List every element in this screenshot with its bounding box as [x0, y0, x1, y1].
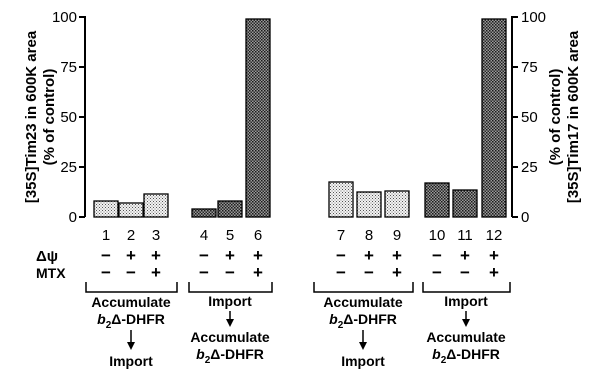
left-ytick-label: 50: [60, 109, 77, 126]
lane-number: 8: [365, 227, 373, 244]
delta-psi-sign: −: [432, 246, 442, 265]
delta-psi-sign: +: [489, 246, 499, 265]
right-ylabel-line2: (% of control): [547, 69, 564, 166]
mtx-sign: −: [364, 263, 374, 282]
delta-psi-sign: +: [225, 246, 235, 265]
right-ytick-label: 100: [521, 9, 546, 26]
bracket-g4: [422, 282, 511, 293]
g1-line1: Accumulate: [91, 294, 171, 310]
lane-numbers: 1 2 3 4 5 6 7 8 9 10 11 12: [102, 227, 503, 244]
left-ytick-label: 75: [60, 59, 77, 76]
g2-line3: b2Δ-DHFR: [196, 346, 264, 366]
delta-psi-sign: +: [126, 246, 136, 265]
g2-arrowhead: [226, 319, 234, 327]
g3-line3: Import: [341, 353, 385, 369]
lane-number: 5: [226, 227, 234, 244]
bar-lane-7: [328, 181, 354, 218]
right-ytick-label: 50: [521, 109, 538, 126]
lane-number: 12: [486, 227, 503, 244]
bars: [93, 18, 507, 218]
bracket-g3: [313, 282, 414, 293]
bar-lane-5: [217, 200, 243, 218]
g3-line1: Accumulate: [323, 294, 403, 310]
bracket-g2: [188, 282, 273, 293]
delta-psi-sign: +: [253, 246, 263, 265]
lane-number: 3: [152, 227, 160, 244]
mtx-sign: −: [199, 263, 209, 282]
mtx-sign: +: [253, 263, 263, 282]
lane-number: 2: [127, 227, 135, 244]
delta-psi-sign: −: [199, 246, 209, 265]
bar-lane-6: [245, 18, 271, 218]
bracket-g1: [85, 282, 178, 293]
delta-psi-sign: −: [101, 246, 111, 265]
left-ylabel-line1: [35S]Tim23 in 600K area: [23, 30, 40, 203]
mtx-sign: +: [151, 263, 161, 282]
right-ytick-label: 75: [521, 59, 538, 76]
lane-number: 7: [337, 227, 345, 244]
condition-signs: − + + − + + − + + − + +− − + − − + − − + − − +: [101, 246, 499, 282]
group4-annotation: Import Accumulate b2Δ-DHFR: [426, 293, 506, 366]
delta-psi-sign: +: [364, 246, 374, 265]
g4-line3: b2Δ-DHFR: [432, 346, 500, 366]
right-y-axis-label: (% of control) [35S]Tim17 in 600K area: [547, 30, 582, 203]
delta-psi-sign: −: [336, 246, 346, 265]
bar-lane-8: [356, 191, 382, 218]
lane-number: 4: [200, 227, 208, 244]
g4-line2: Accumulate: [426, 329, 506, 345]
mtx-row-label: MTX: [36, 265, 66, 281]
lane-number: 11: [457, 227, 473, 244]
lane-number: 6: [254, 227, 262, 244]
left-ytick-label: 100: [52, 9, 77, 26]
bar-lane-2: [118, 202, 144, 218]
right-y-axis: 0 25 50 75 100: [511, 9, 546, 226]
left-ylabel-line2: (% of control): [41, 69, 58, 166]
g3-arrowhead: [359, 342, 367, 350]
left-ytick-label: 25: [60, 159, 77, 176]
bar-lane-12: [481, 18, 507, 218]
bar-lane-3: [143, 193, 169, 218]
left-y-axis: 0 25 50 75 100: [52, 9, 86, 226]
lane-number: 9: [393, 227, 401, 244]
mtx-sign: −: [460, 263, 470, 282]
left-ytick-label: 0: [69, 209, 77, 226]
mtx-sign: +: [392, 263, 402, 282]
g2-line1: Import: [208, 293, 252, 309]
left-y-axis-label: [35S]Tim23 in 600K area (% of control): [23, 30, 58, 203]
bar-lane-1: [93, 200, 119, 218]
lane-number: 10: [429, 227, 446, 244]
bar-lane-10: [424, 182, 450, 218]
mtx-sign: −: [432, 263, 442, 282]
lane-number: 1: [102, 227, 110, 244]
delta-psi-row-label: Δψ: [36, 248, 58, 265]
g1-arrowhead: [127, 342, 135, 350]
g4-line1: Import: [444, 293, 488, 309]
g4-arrowhead: [462, 319, 470, 327]
right-ytick-label: 25: [521, 159, 538, 176]
group-brackets: [85, 282, 511, 293]
bar-lane-9: [384, 190, 410, 218]
group1-annotation: Accumulate b2Δ-DHFR Import: [91, 294, 171, 369]
right-ytick-label: 0: [521, 209, 529, 226]
g1-line2: b2Δ-DHFR: [97, 311, 165, 331]
g2-line2: Accumulate: [190, 329, 270, 345]
bar-lane-11: [452, 189, 478, 218]
g3-line2: b2Δ-DHFR: [329, 311, 397, 331]
right-ylabel-line1: [35S]Tim17 in 600K area: [565, 30, 582, 203]
group2-annotation: Import Accumulate b2Δ-DHFR: [190, 293, 270, 366]
delta-psi-sign: +: [151, 246, 161, 265]
mtx-sign: +: [489, 263, 499, 282]
delta-psi-sign: +: [392, 246, 402, 265]
mtx-sign: −: [126, 263, 136, 282]
mtx-sign: −: [225, 263, 235, 282]
g1-line3: Import: [109, 353, 153, 369]
mtx-sign: −: [336, 263, 346, 282]
delta-psi-sign: +: [460, 246, 470, 265]
mtx-sign: −: [101, 263, 111, 282]
group3-annotation: Accumulate b2Δ-DHFR Import: [323, 294, 403, 369]
bar-lane-4: [191, 208, 217, 218]
